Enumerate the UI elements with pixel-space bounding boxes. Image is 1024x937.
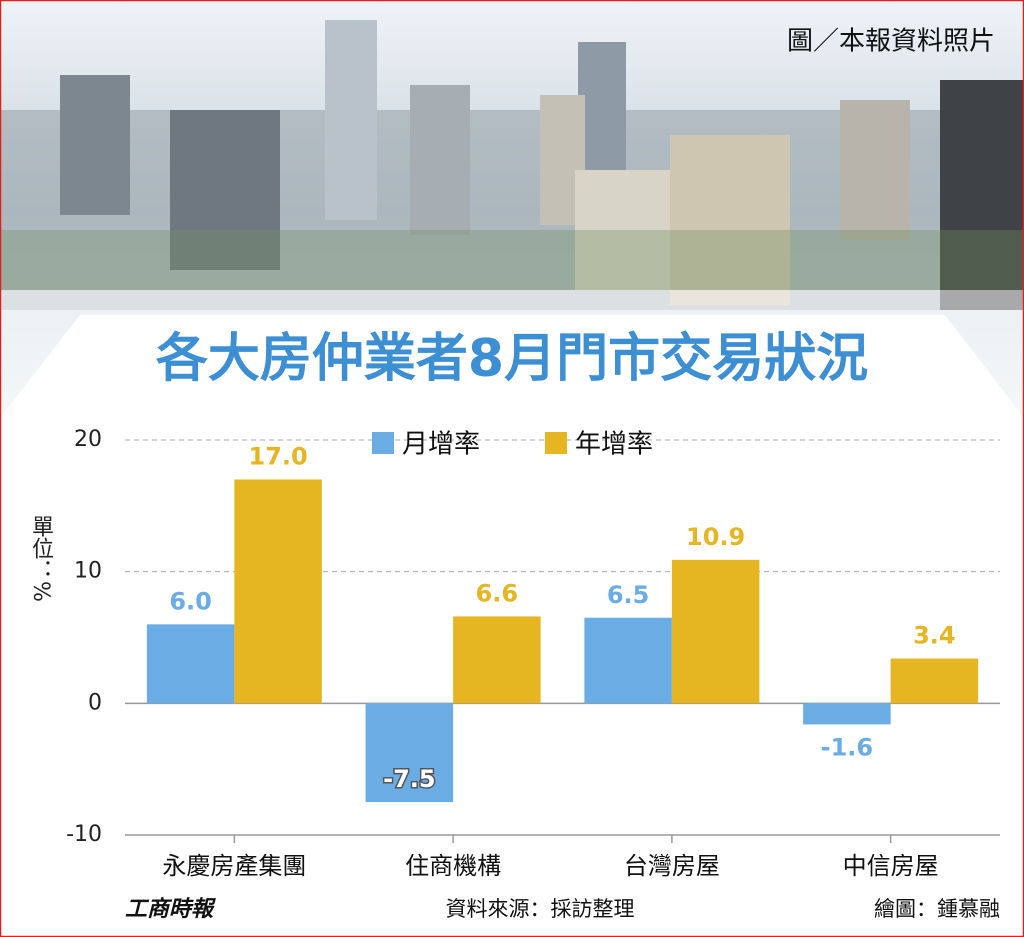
- bar: [365, 703, 454, 803]
- bar: [234, 479, 322, 704]
- y-tick-label: -10: [66, 822, 102, 847]
- photo-credit: 圖／本報資料照片: [787, 27, 995, 57]
- value-label: -7.5: [383, 765, 435, 793]
- value-label: 6.6: [476, 579, 519, 607]
- legend-swatch: [372, 432, 394, 454]
- y-axis-label: 單位：%: [28, 515, 54, 602]
- chart-title: 各大房仲業者8月門市交易狀況: [156, 329, 868, 389]
- y-tick-label: 20: [74, 427, 102, 452]
- bar: [146, 624, 235, 704]
- illustrator: 繪圖：鍾慕融: [874, 897, 1000, 921]
- legend-swatch: [545, 432, 567, 454]
- bar: [584, 617, 672, 704]
- y-tick-label: 0: [88, 690, 102, 715]
- x-tick-label: 中信房屋: [843, 852, 939, 880]
- bar: [890, 658, 979, 704]
- legend-label: 月增率: [402, 430, 480, 460]
- bar: [453, 616, 541, 704]
- value-label: -1.6: [821, 733, 873, 761]
- x-tick-label: 台灣房屋: [624, 852, 720, 880]
- source: 資料來源：採訪整理: [446, 897, 635, 921]
- x-tick-label: 永慶房產集團: [162, 852, 306, 880]
- value-label: 3.4: [913, 622, 956, 650]
- y-tick-label: 10: [74, 559, 102, 584]
- value-label: 17.0: [249, 443, 308, 471]
- x-tick-label: 住商機構: [405, 852, 501, 880]
- legend-label: 年增率: [575, 430, 653, 460]
- bar: [803, 703, 891, 725]
- value-label: 6.0: [169, 587, 212, 615]
- bar: [671, 559, 760, 704]
- value-label: 6.5: [607, 581, 650, 609]
- value-label: 10.9: [686, 523, 745, 551]
- logo: 工商時報: [125, 896, 216, 922]
